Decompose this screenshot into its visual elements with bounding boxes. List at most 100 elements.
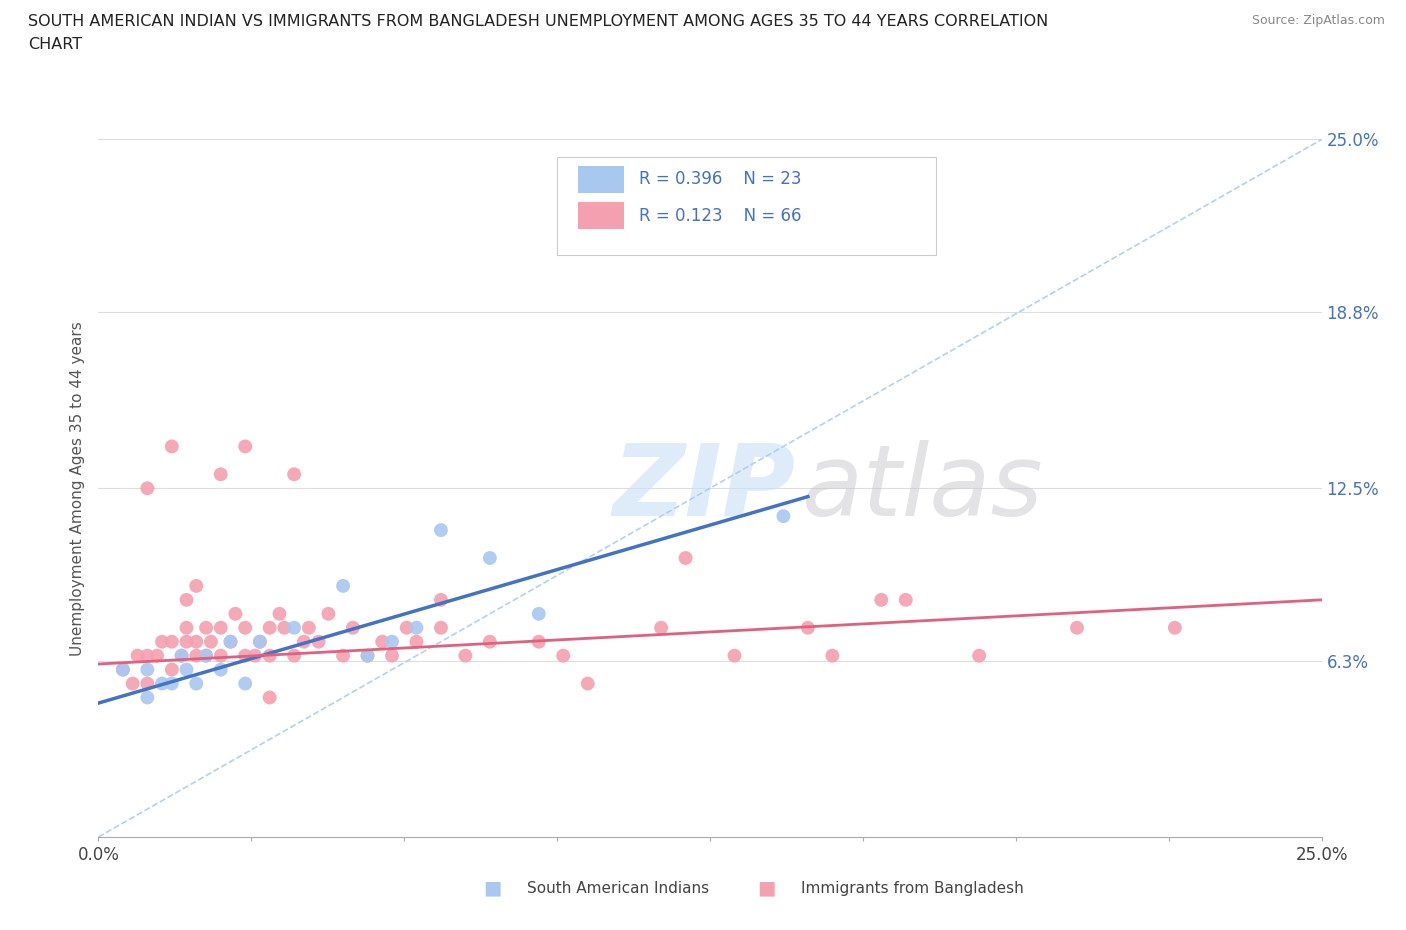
Point: [160, 634, 183, 649]
Point: [527, 634, 550, 649]
Point: [136, 690, 159, 705]
Point: [1164, 620, 1187, 635]
Point: [219, 634, 242, 649]
Y-axis label: Unemployment Among Ages 35 to 44 years: Unemployment Among Ages 35 to 44 years: [70, 321, 86, 656]
Point: [332, 648, 354, 663]
Point: [186, 578, 208, 593]
Text: South American Indians: South American Indians: [527, 881, 710, 896]
Point: [723, 648, 745, 663]
Point: [127, 648, 149, 663]
Text: CHART: CHART: [28, 37, 82, 52]
Point: [136, 676, 159, 691]
Point: [395, 620, 418, 635]
Point: [292, 634, 315, 649]
Point: [273, 620, 295, 635]
Text: ZIP: ZIP: [612, 440, 796, 537]
Point: [209, 467, 232, 482]
Text: SOUTH AMERICAN INDIAN VS IMMIGRANTS FROM BANGLADESH UNEMPLOYMENT AMONG AGES 35 T: SOUTH AMERICAN INDIAN VS IMMIGRANTS FROM…: [28, 14, 1049, 29]
Point: [454, 648, 477, 663]
FancyBboxPatch shape: [557, 157, 936, 255]
Text: ■: ■: [482, 879, 502, 897]
Point: [209, 662, 232, 677]
Point: [430, 523, 453, 538]
Point: [233, 620, 256, 635]
Point: [478, 634, 501, 649]
Point: [150, 676, 173, 691]
FancyBboxPatch shape: [578, 166, 624, 193]
Point: [186, 648, 208, 663]
Point: [405, 634, 427, 649]
Point: [342, 620, 364, 635]
Point: [553, 648, 575, 663]
Point: [332, 578, 354, 593]
Point: [200, 634, 222, 649]
Point: [259, 620, 281, 635]
Point: [160, 439, 183, 454]
Text: R = 0.396    N = 23: R = 0.396 N = 23: [640, 170, 801, 188]
Point: [259, 690, 281, 705]
Point: [527, 606, 550, 621]
Point: [186, 634, 208, 649]
Point: [308, 634, 330, 649]
Point: [233, 439, 256, 454]
Point: [967, 648, 990, 663]
Point: [356, 648, 378, 663]
Point: [170, 648, 193, 663]
Point: [797, 620, 820, 635]
Point: [430, 620, 453, 635]
Text: R = 0.123    N = 66: R = 0.123 N = 66: [640, 206, 801, 224]
Point: [150, 634, 173, 649]
Point: [381, 648, 404, 663]
Point: [381, 634, 404, 649]
Point: [176, 634, 198, 649]
Point: [283, 467, 305, 482]
Point: [195, 648, 218, 663]
Point: [430, 592, 453, 607]
Point: [318, 606, 340, 621]
Point: [283, 648, 305, 663]
Point: [371, 634, 394, 649]
Point: [146, 648, 169, 663]
Point: [870, 104, 893, 119]
Point: [870, 592, 893, 607]
Point: [576, 676, 599, 691]
Point: [233, 676, 256, 691]
Text: ■: ■: [756, 879, 776, 897]
Point: [111, 662, 134, 677]
Point: [121, 676, 143, 691]
Point: [283, 620, 305, 635]
FancyBboxPatch shape: [578, 203, 624, 229]
Point: [269, 606, 291, 621]
Point: [224, 606, 246, 621]
Point: [186, 676, 208, 691]
Point: [259, 648, 281, 663]
Point: [233, 648, 256, 663]
Point: [136, 481, 159, 496]
Point: [298, 620, 321, 635]
Point: [136, 648, 159, 663]
Text: Immigrants from Bangladesh: Immigrants from Bangladesh: [801, 881, 1024, 896]
Point: [478, 551, 501, 565]
Point: [111, 662, 134, 677]
Text: Source: ZipAtlas.com: Source: ZipAtlas.com: [1251, 14, 1385, 27]
Point: [243, 648, 266, 663]
Point: [675, 551, 697, 565]
Point: [176, 662, 198, 677]
Point: [1066, 620, 1088, 635]
Point: [209, 648, 232, 663]
Point: [650, 620, 672, 635]
Point: [821, 648, 844, 663]
Point: [170, 648, 193, 663]
Text: atlas: atlas: [801, 440, 1043, 537]
Point: [136, 662, 159, 677]
Point: [160, 676, 183, 691]
Point: [195, 620, 218, 635]
Point: [405, 620, 427, 635]
Point: [249, 634, 271, 649]
Point: [219, 634, 242, 649]
Point: [894, 592, 917, 607]
Point: [209, 620, 232, 635]
Point: [356, 648, 378, 663]
Point: [160, 662, 183, 677]
Point: [772, 509, 794, 524]
